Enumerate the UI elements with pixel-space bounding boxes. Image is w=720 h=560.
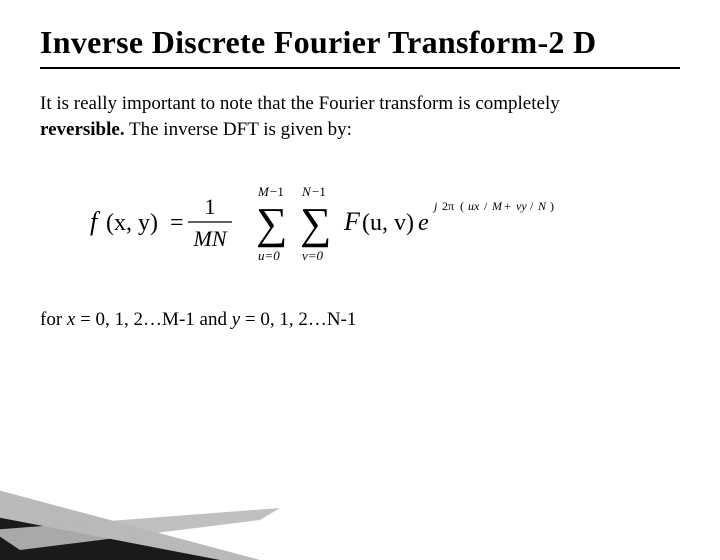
- exp-slash2: /: [530, 199, 534, 213]
- formula-container: f (x, y) = 1 MN ∑ M −1 u=0 ∑ N −1 v=0 F …: [90, 178, 680, 273]
- sigma1-bottom: u=0: [258, 248, 280, 263]
- formula-frac-num: 1: [205, 194, 216, 219]
- range-y-vals: = 0, 1, 2…N-1: [240, 309, 356, 330]
- sigma2-top-N: N: [301, 184, 312, 199]
- formula-F-args: (u, v): [362, 210, 414, 236]
- formula-f: f: [90, 207, 101, 236]
- exp-vy: vy: [516, 199, 527, 213]
- intro-text-suffix: The inverse DFT is given by:: [125, 119, 352, 140]
- sigma1-top-minus1: −1: [270, 184, 284, 199]
- range-y-var: y: [232, 309, 240, 330]
- sigma1-top-M: M: [257, 184, 270, 199]
- swoosh-dark: [0, 510, 220, 560]
- exp-plus: +: [504, 199, 511, 213]
- intro-bold: reversible.: [40, 119, 125, 140]
- sigma-2: ∑: [300, 199, 331, 248]
- exp-N: N: [537, 199, 547, 213]
- exp-close: ): [550, 199, 554, 213]
- intro-paragraph: It is really important to note that the …: [40, 91, 680, 142]
- sigma-1: ∑: [256, 199, 287, 248]
- idft-formula: f (x, y) = 1 MN ∑ M −1 u=0 ∑ N −1 v=0 F …: [90, 178, 610, 268]
- formula-eq: =: [170, 210, 184, 236]
- range-prefix: for: [40, 309, 67, 330]
- exp-2pi: 2π: [442, 199, 454, 213]
- range-x-vals: = 0, 1, 2…M-1 and: [75, 309, 231, 330]
- formula-F: F: [343, 207, 361, 236]
- formula-frac-den: MN: [193, 226, 228, 251]
- slide-title: Inverse Discrete Fourier Transform-2 D: [40, 24, 680, 69]
- sigma2-bottom: v=0: [302, 248, 324, 263]
- formula-exponent: j 2π ( ux / M + vy / N ): [432, 199, 554, 213]
- swoosh-stripe: [0, 508, 280, 550]
- slide: Inverse Discrete Fourier Transform-2 D I…: [0, 0, 720, 540]
- exp-ux: ux: [468, 199, 480, 213]
- range-line: for x = 0, 1, 2…M-1 and y = 0, 1, 2…N-1: [40, 309, 680, 331]
- formula-e: e: [418, 210, 429, 236]
- exp-M: M: [491, 199, 503, 213]
- exp-slash1: /: [484, 199, 488, 213]
- formula-lhs-args: (x, y): [106, 210, 158, 236]
- corner-decoration: [0, 420, 280, 560]
- swoosh-light: [0, 480, 260, 560]
- sigma2-top-minus1: −1: [312, 184, 326, 199]
- exp-j: j: [432, 199, 438, 213]
- exp-open: (: [460, 199, 464, 213]
- intro-text-prefix: It is really important to note that the …: [40, 93, 560, 114]
